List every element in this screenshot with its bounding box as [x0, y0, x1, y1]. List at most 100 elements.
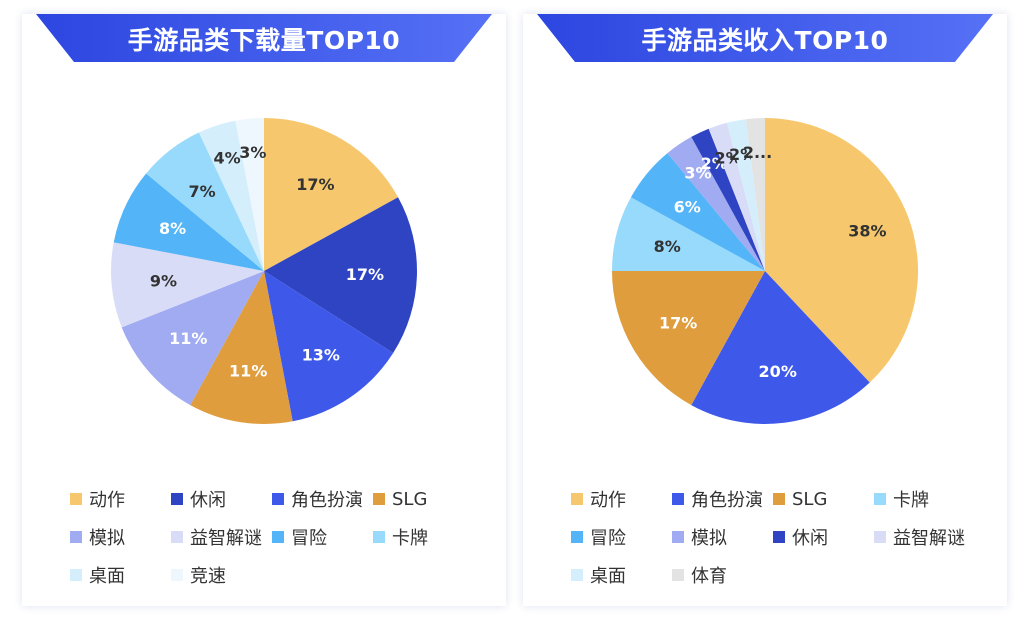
legend-item[interactable]: 益智解谜	[874, 524, 975, 550]
legend-swatch	[70, 569, 82, 581]
legend-item[interactable]: 卡牌	[874, 486, 975, 512]
download-pie-chart: 17% 17% 13% 11% 11% 9% 8%7% 4%3%	[110, 118, 417, 424]
legend-label: 卡牌	[893, 490, 929, 511]
pie-slice	[612, 271, 765, 406]
pie-slice	[121, 271, 265, 406]
slice-label: 4%	[214, 149, 241, 168]
legend-label: 桌面	[89, 566, 125, 587]
legend-row: 动作 角色扮演 SLG 卡牌	[571, 480, 1001, 518]
legend-row: 桌面 竞速	[70, 556, 500, 594]
legend-label: SLG	[392, 488, 428, 510]
pie-slice	[264, 271, 394, 422]
legend-item[interactable]: 模拟	[70, 524, 171, 550]
legend-item[interactable]: 卡牌	[373, 524, 474, 550]
slice-label: 13%	[302, 346, 340, 365]
slice-label: 2...	[743, 143, 772, 162]
pie-slice	[113, 173, 265, 271]
legend-item[interactable]: 冒险	[272, 524, 373, 550]
legend-swatch	[171, 493, 183, 505]
legend-item[interactable]: 模拟	[672, 524, 773, 550]
legend-label: 冒险	[590, 528, 626, 549]
pie-slice	[765, 118, 919, 383]
legend-label: 竞速	[190, 566, 226, 587]
revenue-chart-panel: 手游品类收入TOP10 38% 20% 17% 8% 6% 3% 2% 2% 2% 2... 动作…	[523, 14, 1007, 606]
legend-label: 休闲	[792, 528, 828, 549]
pie-slice	[612, 197, 765, 271]
legend-item[interactable]: SLG	[373, 489, 474, 510]
legend-item[interactable]: 桌面	[70, 562, 171, 588]
pie-slice	[726, 119, 765, 272]
legend-swatch	[874, 493, 886, 505]
title-banner	[537, 14, 993, 62]
legend-label: 角色扮演	[691, 490, 763, 511]
legend-item[interactable]: 益智解谜	[171, 524, 272, 550]
legend-label: 动作	[590, 490, 626, 511]
legend-label: 卡牌	[392, 528, 428, 549]
legend-swatch	[874, 531, 886, 543]
slice-label: 2%	[729, 145, 756, 164]
pie-slice	[630, 153, 765, 271]
slice-label: 17%	[346, 265, 384, 284]
pie-slice	[691, 128, 765, 271]
slice-label: 11%	[229, 362, 267, 381]
pie-slice	[198, 120, 264, 272]
legend-item[interactable]: 动作	[571, 486, 672, 512]
legend-item[interactable]: 体育	[672, 562, 773, 588]
legend-row: 模拟 益智解谜 冒险 卡牌	[70, 518, 500, 556]
title-banner	[36, 14, 492, 62]
legend-swatch	[672, 531, 684, 543]
legend-item[interactable]: 角色扮演	[272, 486, 373, 512]
revenue-pie-chart: 38%20%17%8%6%3%2%2%2%2...	[612, 118, 919, 424]
legend-item[interactable]: 休闲	[171, 486, 272, 512]
pie-slice	[110, 242, 264, 328]
legend-label: 冒险	[291, 528, 327, 549]
slice-label: 11%	[169, 329, 207, 348]
legend-label: 模拟	[89, 528, 125, 549]
legend-label: 休闲	[190, 490, 226, 511]
pie-slice	[190, 271, 293, 424]
legend-label: 体育	[691, 566, 727, 587]
legend-item[interactable]: 冒险	[571, 524, 672, 550]
slice-label: 17%	[659, 313, 697, 332]
legend-label: 桌面	[590, 566, 626, 587]
legend-label: 益智解谜	[190, 528, 262, 549]
legend-swatch	[70, 493, 82, 505]
legend-row: 冒险 模拟 休闲 益智解谜	[571, 518, 1001, 556]
legend-swatch	[571, 493, 583, 505]
pie-slice	[745, 118, 765, 271]
legend-swatch	[773, 531, 785, 543]
legend-label: SLG	[792, 488, 828, 510]
pie-slice	[235, 118, 264, 271]
pie-slice	[264, 118, 399, 271]
pie-slice	[146, 132, 264, 271]
download-legend: 动作 休闲 角色扮演 SLG 模拟 益智解谜 冒险 卡牌桌面 竞速	[70, 480, 500, 594]
legend-item[interactable]: SLG	[773, 489, 874, 510]
legend-item[interactable]: 休闲	[773, 524, 874, 550]
pie-slice	[264, 197, 417, 353]
legend-swatch	[773, 493, 785, 505]
legend-item[interactable]: 桌面	[571, 562, 672, 588]
legend-item[interactable]: 角色扮演	[672, 486, 773, 512]
legend-row: 动作 休闲 角色扮演 SLG	[70, 480, 500, 518]
legend-swatch	[571, 569, 583, 581]
slice-label: 7%	[189, 182, 216, 201]
slice-label: 6%	[674, 198, 701, 217]
chart-title: 手游品类收入TOP10	[641, 26, 889, 55]
legend-swatch	[571, 531, 583, 543]
legend-item[interactable]: 动作	[70, 486, 171, 512]
pie-slice	[691, 271, 870, 424]
legend-row: 桌面 体育	[571, 556, 1001, 594]
slice-label: 9%	[150, 272, 177, 291]
slice-label: 8%	[654, 237, 681, 256]
legend-swatch	[672, 569, 684, 581]
chart-title: 手游品类下载量TOP10	[127, 26, 401, 55]
slice-label: 3%	[239, 143, 266, 162]
legend-swatch	[272, 493, 284, 505]
legend-label: 益智解谜	[893, 528, 965, 549]
slice-label: 20%	[759, 362, 797, 381]
legend-swatch	[373, 531, 385, 543]
legend-label: 模拟	[691, 528, 727, 549]
revenue-legend: 动作 角色扮演 SLG 卡牌冒险 模拟 休闲 益智解谜桌面 体育	[571, 480, 1001, 594]
legend-swatch	[171, 531, 183, 543]
legend-item[interactable]: 竞速	[171, 562, 272, 588]
